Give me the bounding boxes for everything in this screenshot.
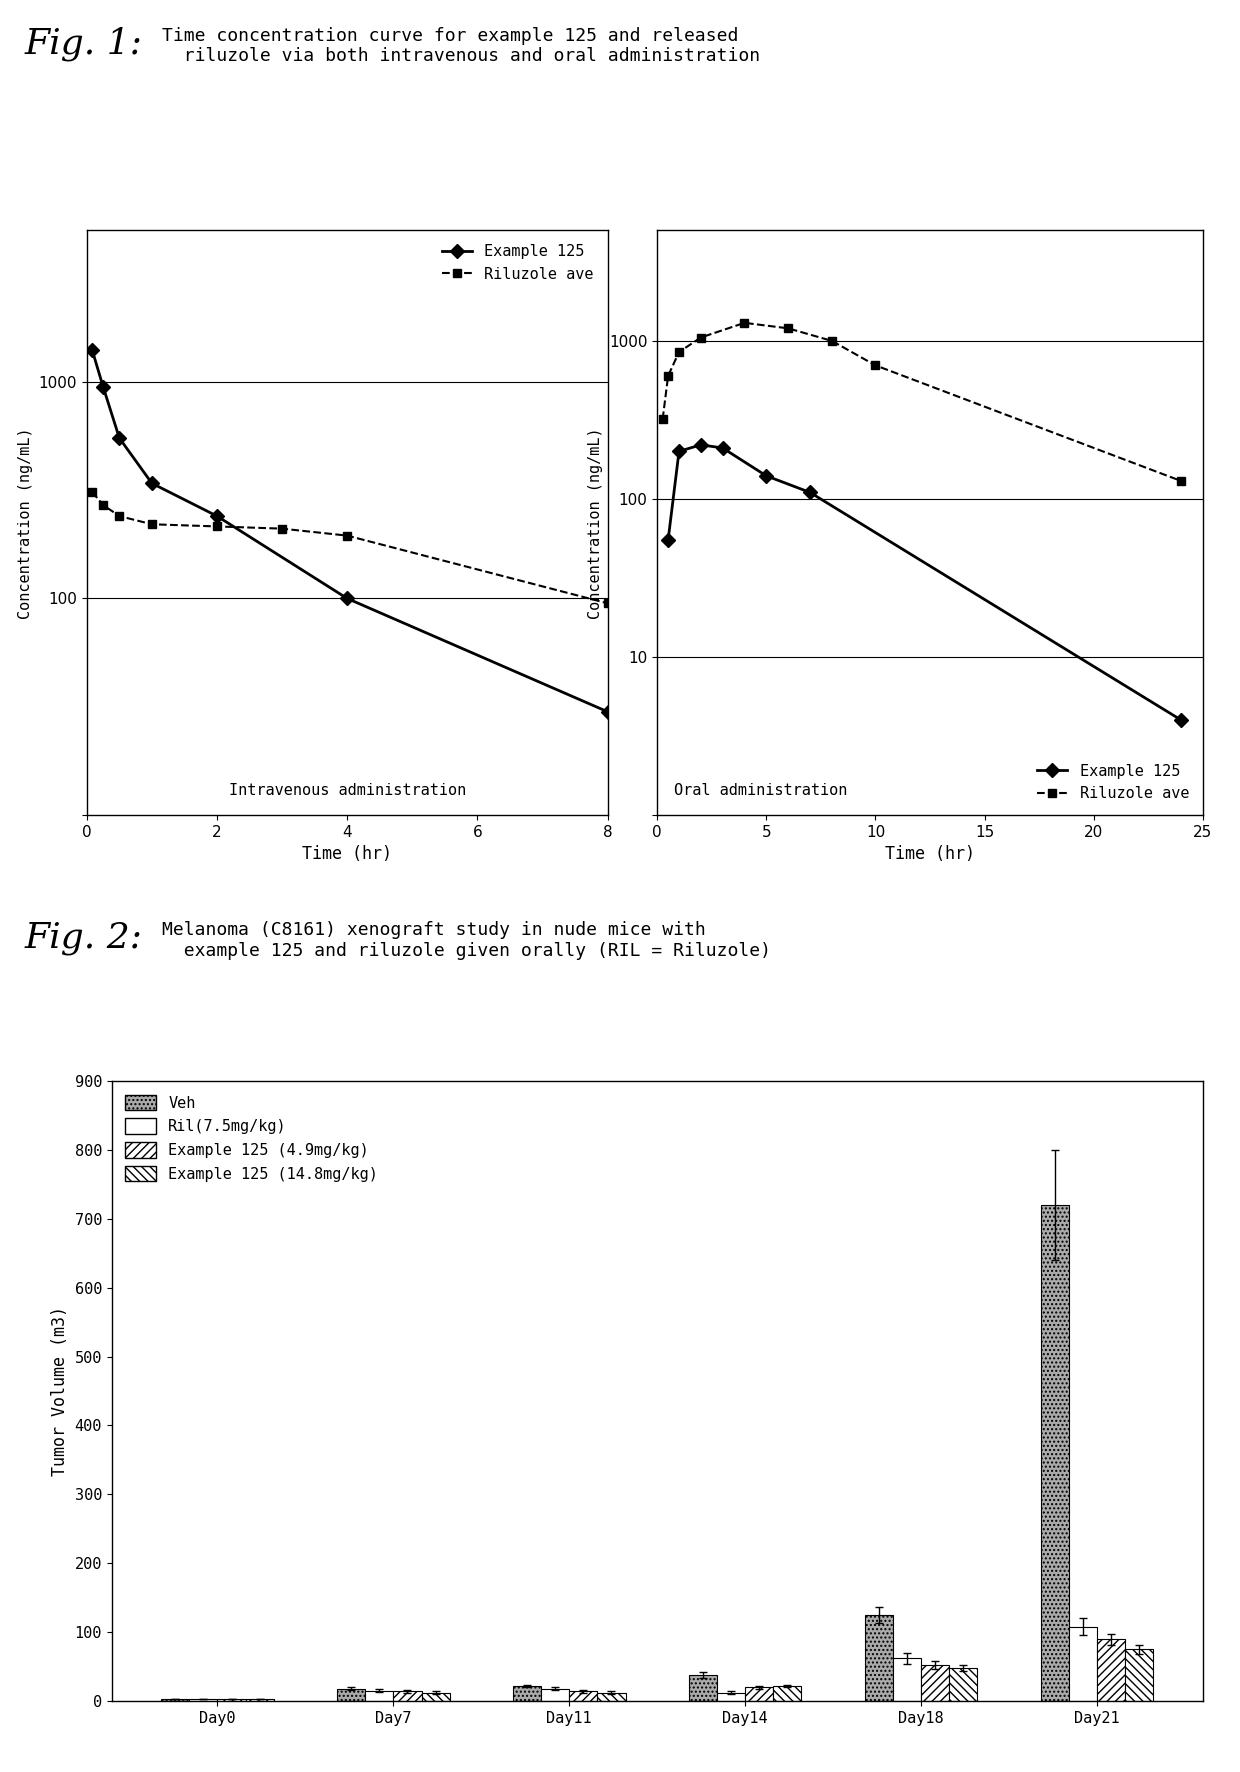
Bar — [689, 1675, 717, 1701]
Example 125 — [672, 441, 687, 462]
Riluzole ave — [600, 592, 615, 613]
Text: Oral administration: Oral administration — [673, 783, 847, 797]
Bar — [161, 1699, 190, 1701]
Example 125 — [112, 427, 126, 448]
Bar — [422, 1692, 450, 1701]
Bar — [366, 1690, 393, 1701]
Bar — [1097, 1639, 1125, 1701]
Example 125 — [715, 438, 730, 459]
Example 125 — [210, 505, 224, 526]
Bar — [246, 1699, 274, 1701]
Legend: Example 125, Riluzole ave: Example 125, Riluzole ave — [435, 237, 600, 287]
Riluzole ave — [672, 342, 687, 363]
Y-axis label: Tumor Volume (m3): Tumor Volume (m3) — [51, 1306, 69, 1476]
Bar — [1040, 1205, 1069, 1701]
Bar — [393, 1692, 422, 1701]
X-axis label: Time (hr): Time (hr) — [885, 845, 975, 863]
Legend: Example 125, Riluzole ave: Example 125, Riluzole ave — [1030, 758, 1195, 808]
Bar — [1125, 1650, 1153, 1701]
Bar — [774, 1685, 801, 1701]
Bar — [1069, 1627, 1097, 1701]
Riluzole ave — [84, 482, 99, 503]
Riluzole ave — [825, 330, 839, 351]
Riluzole ave — [661, 365, 676, 386]
Bar — [598, 1692, 625, 1701]
Riluzole ave — [868, 354, 883, 376]
Line: Riluzole ave: Riluzole ave — [658, 319, 1185, 486]
Line: Example 125: Example 125 — [663, 439, 1185, 725]
Line: Riluzole ave: Riluzole ave — [88, 487, 611, 608]
Riluzole ave — [693, 326, 708, 347]
Text: Time concentration curve for example 125 and released
  riluzole via both intrav: Time concentration curve for example 125… — [161, 27, 760, 66]
Example 125 — [802, 482, 817, 503]
Text: Melanoma (C8161) xenograft study in nude mice with
  example 125 and riluzole gi: Melanoma (C8161) xenograft study in nude… — [161, 921, 771, 960]
Bar — [921, 1666, 949, 1701]
Riluzole ave — [781, 317, 796, 338]
Riluzole ave — [112, 505, 126, 526]
Example 125 — [340, 588, 355, 610]
Riluzole ave — [275, 517, 290, 539]
Riluzole ave — [1173, 470, 1188, 491]
Bar — [217, 1699, 246, 1701]
Y-axis label: Concentration (ng/mL): Concentration (ng/mL) — [19, 427, 33, 618]
Text: Fig. 1:: Fig. 1: — [25, 27, 143, 60]
Riluzole ave — [655, 409, 670, 431]
Riluzole ave — [95, 494, 110, 516]
Legend: Veh, Ril(7.5mg/kg), Example 125 (4.9mg/kg), Example 125 (14.8mg/kg): Veh, Ril(7.5mg/kg), Example 125 (4.9mg/k… — [119, 1088, 384, 1187]
Bar — [893, 1659, 921, 1701]
Bar — [949, 1667, 977, 1701]
Bar — [541, 1689, 569, 1701]
Y-axis label: Concentration (ng/mL): Concentration (ng/mL) — [589, 427, 604, 618]
Example 125 — [95, 376, 110, 397]
Example 125 — [84, 340, 99, 361]
Bar — [717, 1692, 745, 1701]
Example 125 — [759, 466, 774, 487]
Example 125 — [1173, 709, 1188, 730]
Riluzole ave — [144, 514, 159, 535]
Riluzole ave — [340, 525, 355, 546]
Bar — [513, 1685, 541, 1701]
Text: Fig. 2:: Fig. 2: — [25, 921, 143, 955]
Text: Intravenous administration: Intravenous administration — [228, 783, 466, 797]
X-axis label: Time (hr): Time (hr) — [303, 845, 392, 863]
Bar — [569, 1692, 598, 1701]
Bar — [337, 1689, 366, 1701]
Example 125 — [693, 434, 708, 455]
Bar — [864, 1614, 893, 1701]
Bar — [190, 1699, 217, 1701]
Example 125 — [661, 530, 676, 551]
Riluzole ave — [737, 312, 751, 333]
Example 125 — [144, 473, 159, 494]
Riluzole ave — [210, 516, 224, 537]
Example 125 — [600, 702, 615, 723]
Line: Example 125: Example 125 — [87, 346, 613, 716]
Bar — [745, 1687, 774, 1701]
